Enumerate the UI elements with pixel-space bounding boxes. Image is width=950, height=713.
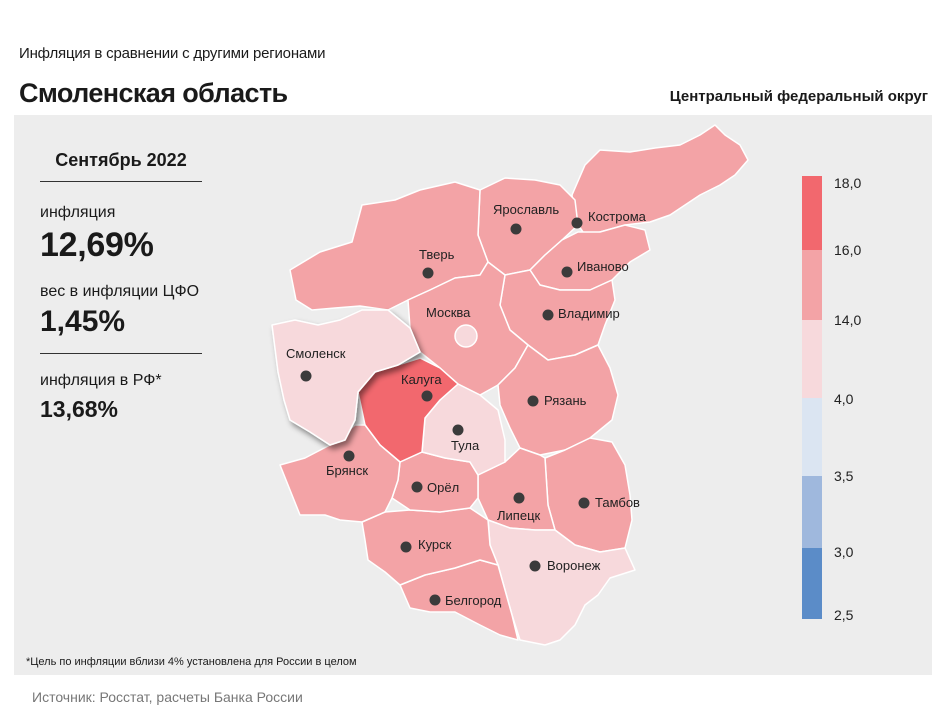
rf-inflation-value: 13,68% <box>40 396 119 422</box>
city-dot-yaroslavl <box>510 223 522 235</box>
city-dot-lipetsk <box>513 492 525 504</box>
city-dot-kursk <box>400 541 412 553</box>
weight-value: 1,45% <box>40 305 126 338</box>
region-ryazan <box>497 344 619 456</box>
legend-band-16-18 <box>802 176 822 250</box>
legend-band-4-14 <box>802 320 822 398</box>
legend-scale <box>802 176 822 619</box>
rf-inflation-label: инфляция в РФ* <box>40 372 162 389</box>
city-label-tambov: Тамбов <box>595 495 640 510</box>
city-dot-smolensk <box>300 370 312 382</box>
city-label-tula: Тула <box>451 438 480 453</box>
city-dot-ivanovo <box>561 266 573 278</box>
legend-tick-18: 18,0 <box>834 175 861 191</box>
inflation-value: 12,69% <box>40 226 154 264</box>
city-dot-bryansk <box>343 450 355 462</box>
city-label-vladimir: Владимир <box>558 306 620 321</box>
region-lipetsk <box>477 447 556 531</box>
city-dot-vladimir <box>542 309 554 321</box>
region-title: Смоленская область <box>19 78 288 108</box>
city-label-lipetsk: Липецк <box>497 508 541 523</box>
period-label: Сентябрь 2022 <box>40 150 202 182</box>
city-label-ivanovo: Иваново <box>577 259 629 274</box>
weight-label: вес в инфляции ЦФО <box>40 283 200 300</box>
city-dot-kostroma <box>571 217 583 229</box>
city-label-tver: Тверь <box>419 247 455 262</box>
legend-band-2-5-3 <box>802 548 822 619</box>
inflation-label: инфляция <box>40 204 116 221</box>
legend-tick-3: 3,0 <box>834 544 854 560</box>
region-smolensk <box>271 309 421 446</box>
legend-band-14-16 <box>802 250 822 320</box>
city-label-smolensk: Смоленск <box>286 346 346 361</box>
legend-tick-3-5: 3,5 <box>834 468 854 484</box>
city-label-kostroma: Кострома <box>588 209 647 224</box>
source-note: Источник: Росстат, расчеты Банка России <box>32 689 303 705</box>
legend-band-3-3-5 <box>802 476 822 548</box>
stats-divider <box>40 353 202 354</box>
city-label-bryansk: Брянск <box>326 463 368 478</box>
legend-tick-2-5: 2,5 <box>834 607 854 623</box>
legend-tick-4: 4,0 <box>834 391 854 407</box>
city-dot-tambov <box>578 497 590 509</box>
city-label-yaroslavl: Ярославль <box>493 202 559 217</box>
city-label-kursk: Курск <box>418 537 452 552</box>
district-name: Центральный федеральный округ <box>669 88 928 105</box>
city-label-belgorod: Белгород <box>445 593 502 608</box>
city-dot-belgorod <box>429 594 441 606</box>
stats-panel: Сентябрь 2022 инфляция 12,69% вес в инфл… <box>40 150 202 423</box>
legend-band-3-5-4 <box>802 398 822 476</box>
chart-subtitle: Инфляция в сравнении с другими регионами <box>19 45 326 62</box>
legend-tick-16: 16,0 <box>834 242 861 258</box>
city-label-ryazan: Рязань <box>544 393 587 408</box>
legend-tick-14: 14,0 <box>834 312 861 328</box>
city-dot-tula <box>452 424 464 436</box>
city-label-moskva: Москва <box>426 305 471 320</box>
footnote: *Цель по инфляции вблизи 4% установлена … <box>26 656 357 668</box>
city-dot-orel <box>411 481 423 493</box>
city-dot-voronezh <box>529 560 541 572</box>
city-dot-tver <box>422 267 434 279</box>
city-dot-kaluga <box>421 390 433 402</box>
city-label-orel: Орёл <box>427 480 459 495</box>
city-label-voronezh: Воронеж <box>547 558 601 573</box>
moscow-city-icon <box>454 324 478 348</box>
city-label-kaluga: Калуга <box>401 372 442 387</box>
city-dot-ryazan <box>527 395 539 407</box>
